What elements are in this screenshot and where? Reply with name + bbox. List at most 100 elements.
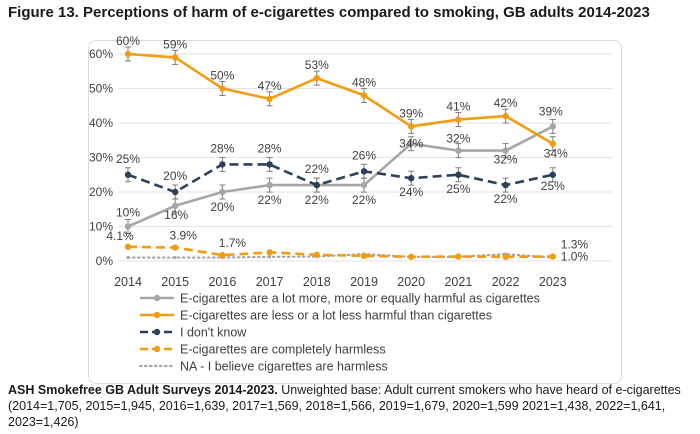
data-point [266, 181, 273, 189]
x-tick-label: 2016 [208, 275, 236, 289]
data-point [360, 252, 368, 260]
x-tick-label: 2023 [539, 275, 567, 289]
series-line [127, 163, 554, 194]
data-point [502, 181, 509, 189]
data-point [502, 147, 509, 154]
data-label: 22% [494, 192, 518, 206]
data-point [360, 92, 368, 99]
data-point [360, 168, 368, 175]
x-tick-label: 2020 [397, 275, 425, 289]
data-point [172, 188, 179, 196]
data-label: 28% [210, 141, 234, 155]
data-label: 3.9% [170, 229, 198, 243]
data-point [360, 181, 368, 189]
source-title: ASH Smokefree GB Adult Surveys 2014-2023… [8, 383, 278, 397]
legend-label: E-cigarettes are a lot more, more or equ… [180, 292, 540, 306]
data-label: 4.1% [106, 229, 134, 243]
data-label: 28% [258, 141, 282, 155]
data-point [455, 147, 462, 154]
data-label: 34% [544, 147, 568, 161]
data-label: 1.3% [561, 238, 589, 252]
data-label: 59% [163, 37, 187, 51]
data-label: 41% [446, 100, 470, 114]
data-point [173, 255, 177, 260]
data-point [408, 140, 415, 147]
data-point [313, 251, 320, 258]
data-label: 10% [116, 206, 140, 220]
y-tick-label: 0% [96, 254, 114, 268]
data-label: 22% [352, 193, 376, 207]
data-point [268, 255, 272, 259]
data-label: 22% [305, 162, 329, 176]
data-point [266, 95, 273, 103]
data-point [549, 123, 556, 130]
chart-title: Figure 13. Perceptions of harm of e-ciga… [8, 4, 650, 21]
data-point [502, 112, 509, 120]
x-tick-label: 2019 [350, 275, 378, 289]
data-point [408, 175, 415, 182]
data-label: 25% [116, 152, 140, 166]
data-label: 25% [446, 182, 470, 196]
data-point [455, 116, 462, 123]
data-point [455, 253, 462, 260]
source-details: Unweighted base: Adult current smokers w… [8, 383, 681, 429]
data-point [172, 202, 179, 209]
data-label: 32% [494, 153, 518, 167]
data-point [266, 161, 273, 168]
data-label: 22% [258, 193, 282, 207]
data-point [266, 249, 273, 256]
data-point [126, 255, 130, 260]
legend-marker [153, 328, 161, 336]
data-point [172, 54, 179, 61]
data-point [549, 140, 556, 147]
data-label: 20% [163, 169, 187, 183]
data-point [219, 188, 226, 196]
legend-marker [153, 311, 161, 319]
y-tick-label: 30% [89, 151, 113, 165]
data-label: 53% [305, 58, 329, 72]
data-label: 47% [258, 79, 282, 93]
data-label: 26% [352, 148, 376, 162]
legend-label: NA - I believe cigarettes are harmless [180, 360, 388, 374]
data-label: 1.0% [561, 250, 589, 264]
data-label: 25% [541, 179, 565, 193]
x-tick-label: 2018 [303, 275, 331, 289]
legend-label: I don't know [180, 326, 247, 340]
data-point [549, 171, 556, 178]
series-line [127, 52, 554, 145]
data-point [455, 171, 462, 178]
data-point [124, 50, 132, 58]
data-point [124, 243, 132, 251]
legend-marker [153, 345, 161, 353]
data-label: 39% [399, 106, 423, 120]
data-label: 42% [494, 96, 518, 110]
x-tick-label: 2015 [161, 275, 189, 289]
data-point [313, 74, 320, 82]
y-tick-label: 60% [89, 47, 113, 61]
legend-marker [153, 294, 161, 302]
x-tick-label: 2017 [256, 275, 284, 289]
series-line [127, 245, 553, 259]
data-label: 50% [210, 69, 234, 83]
legend-label: E-cigarettes are less or a lot less harm… [180, 309, 492, 323]
chart-frame [88, 40, 622, 384]
data-label: 39% [539, 104, 563, 118]
data-point [313, 181, 320, 189]
data-label: 22% [305, 193, 329, 207]
data-point [124, 171, 132, 178]
data-point [124, 223, 132, 230]
y-tick-label: 20% [89, 185, 113, 199]
data-point [219, 85, 226, 92]
data-label: 20% [210, 200, 234, 214]
y-tick-label: 50% [89, 82, 113, 96]
data-label: 60% [116, 34, 140, 48]
data-point [172, 244, 179, 251]
data-point [408, 253, 415, 261]
data-label: 48% [352, 75, 376, 89]
y-tick-label: 40% [89, 116, 113, 130]
data-point [549, 253, 556, 260]
data-point [219, 161, 226, 168]
data-label: 34% [399, 137, 423, 151]
x-tick-label: 2021 [444, 275, 472, 289]
